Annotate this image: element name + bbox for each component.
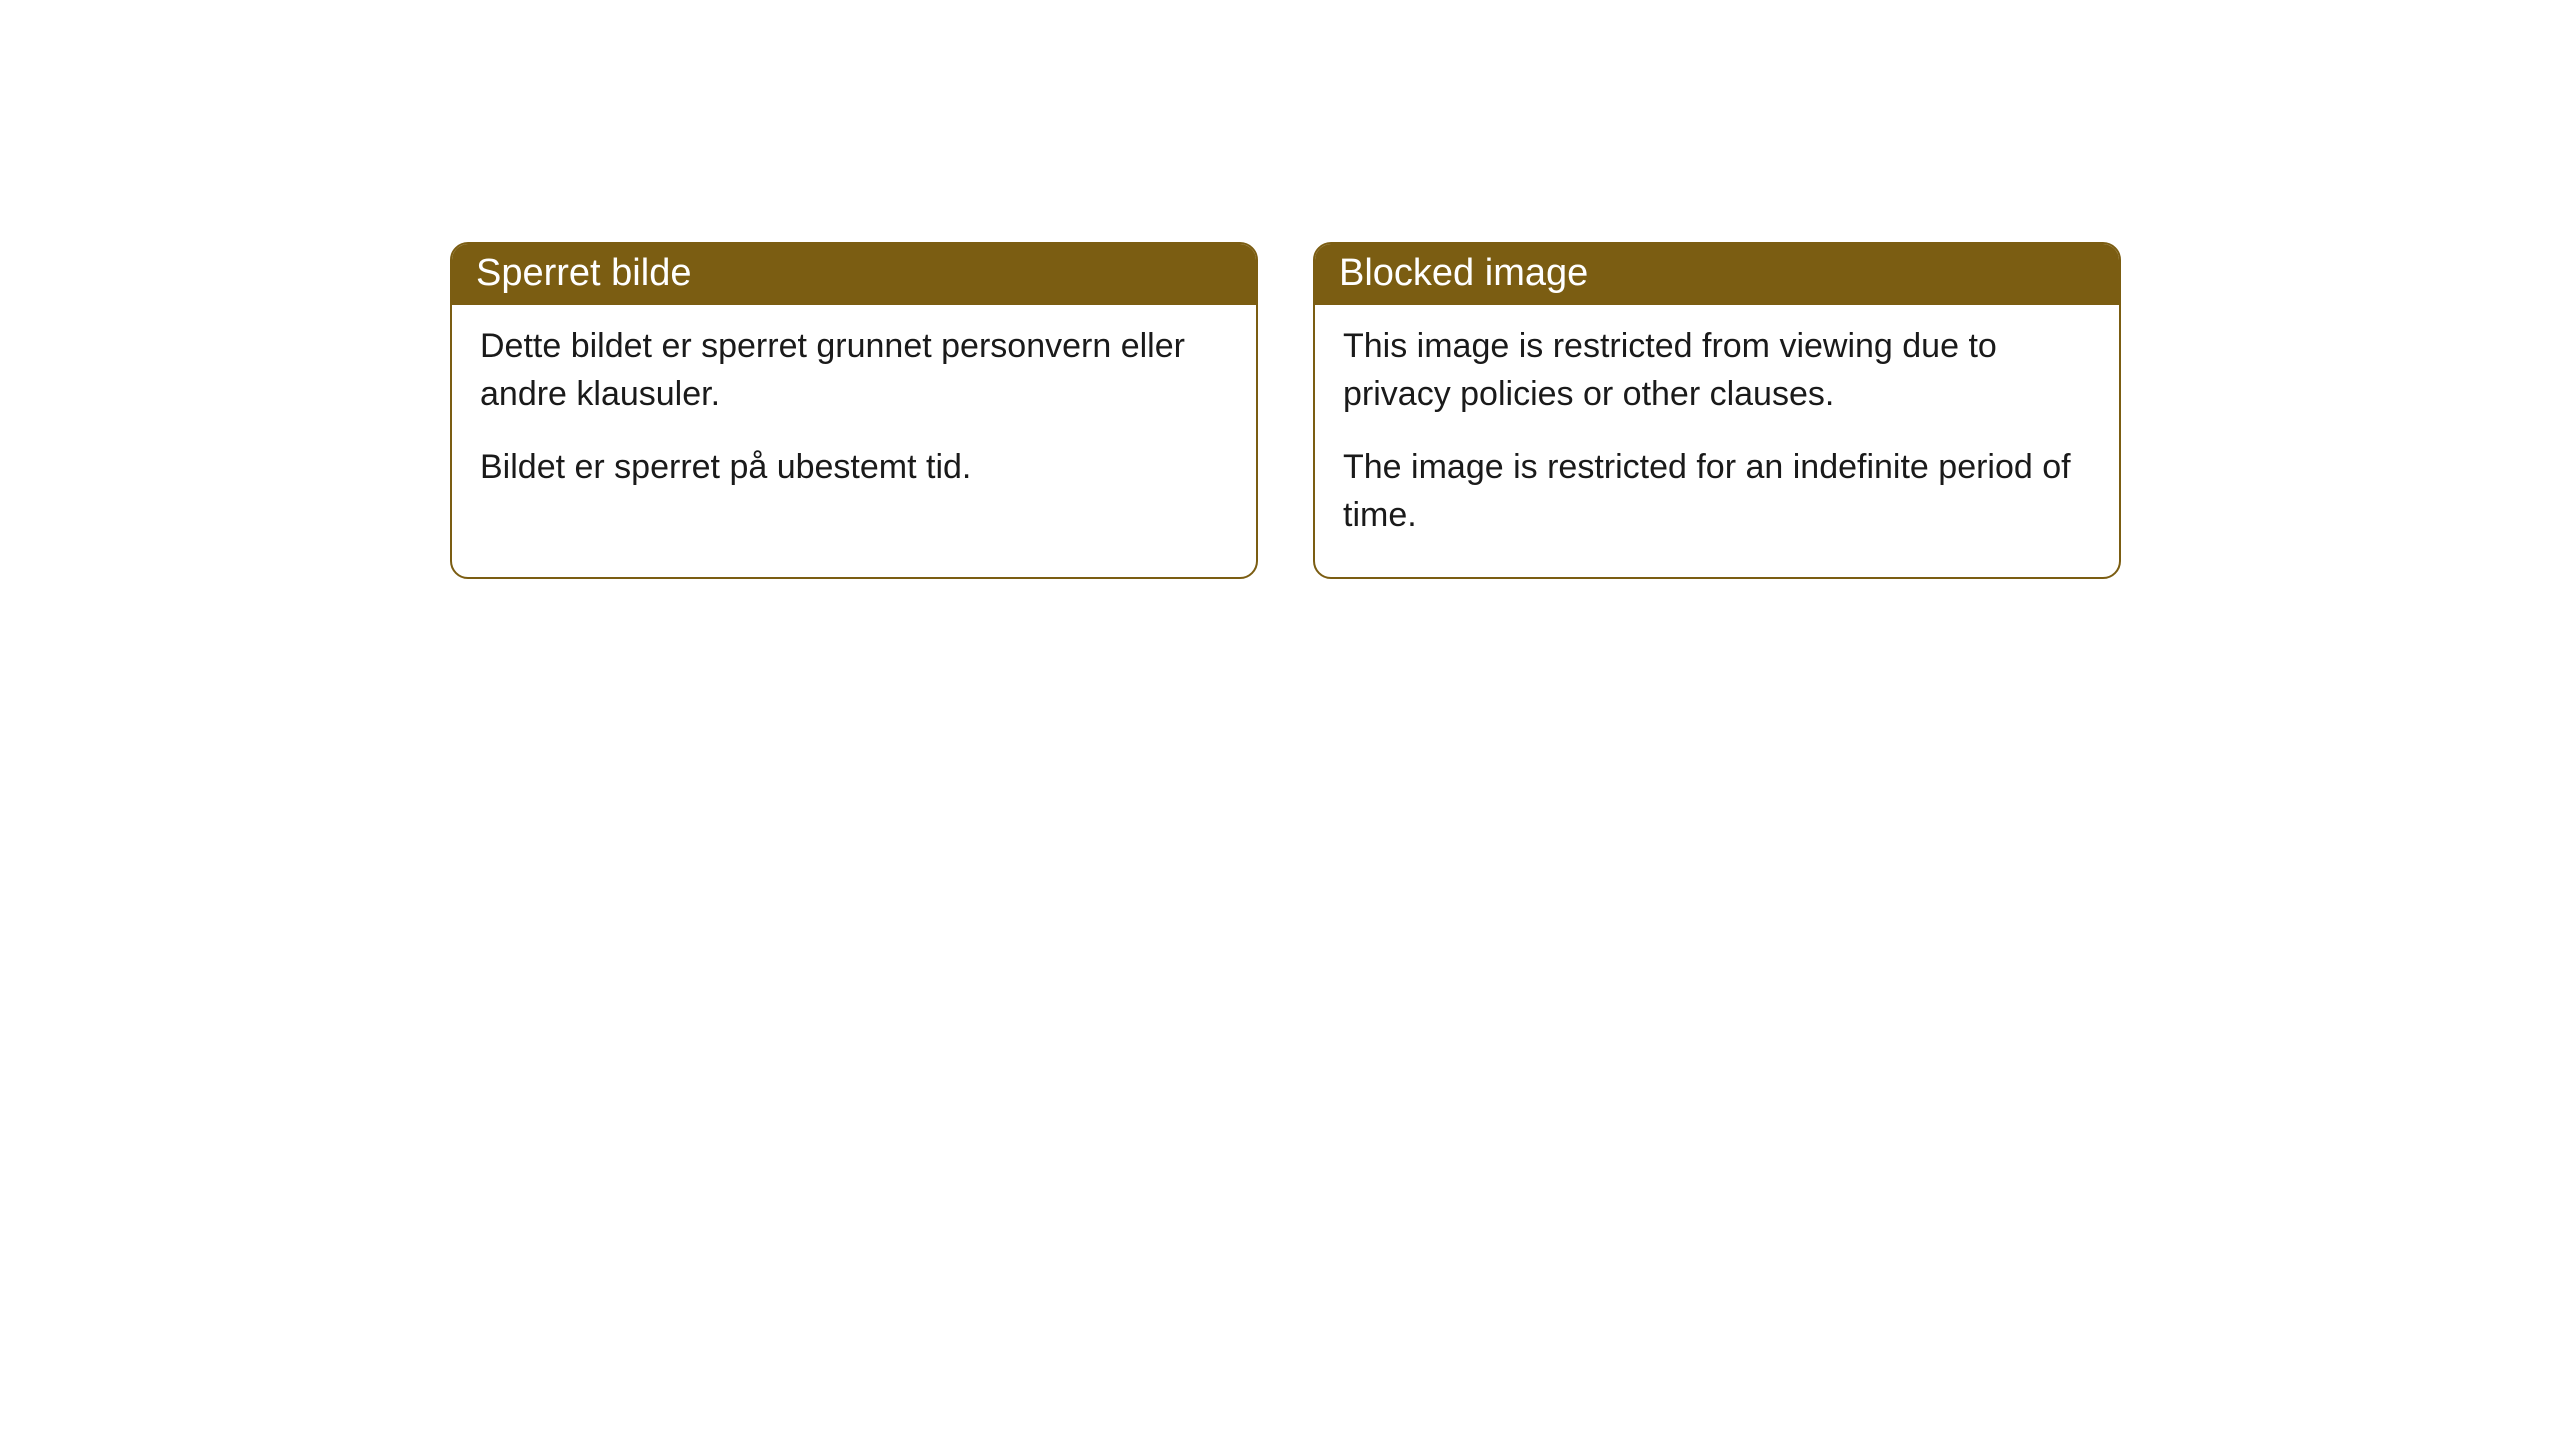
card-paragraph-1: Dette bildet er sperret grunnet personve… [480, 323, 1228, 418]
card-header: Sperret bilde [452, 244, 1256, 305]
card-paragraph-1: This image is restricted from viewing du… [1343, 323, 2091, 418]
blocked-image-card-no: Sperret bilde Dette bildet er sperret gr… [450, 242, 1258, 579]
notice-cards-container: Sperret bilde Dette bildet er sperret gr… [450, 242, 2121, 579]
card-header: Blocked image [1315, 244, 2119, 305]
card-body: Dette bildet er sperret grunnet personve… [452, 305, 1256, 530]
blocked-image-card-en: Blocked image This image is restricted f… [1313, 242, 2121, 579]
card-paragraph-2: The image is restricted for an indefinit… [1343, 444, 2091, 539]
card-body: This image is restricted from viewing du… [1315, 305, 2119, 577]
card-paragraph-2: Bildet er sperret på ubestemt tid. [480, 444, 1228, 492]
